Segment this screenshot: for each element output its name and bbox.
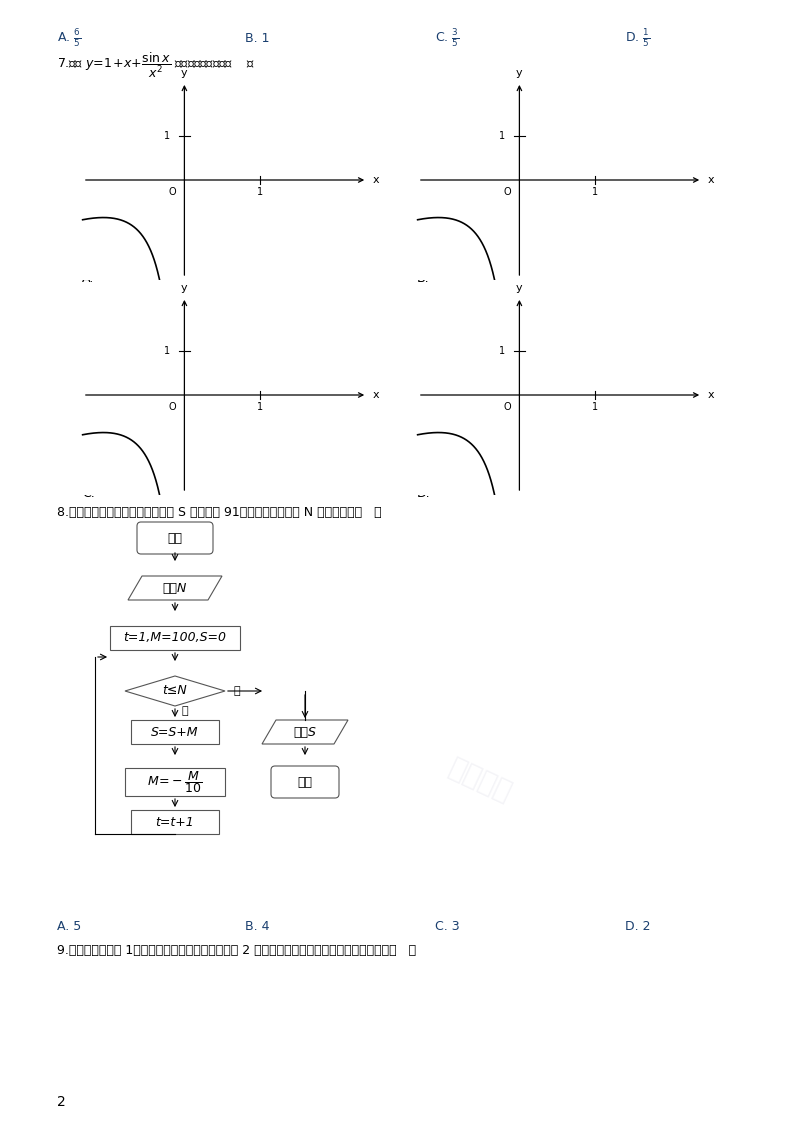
Text: y: y — [516, 283, 522, 293]
Text: 9.已知圆柱的高为 1，它的两个底面的圆周在直径为 2 的同一个球的球面上，则该圆柱的体积为（   ）: 9.已知圆柱的高为 1，它的两个底面的圆周在直径为 2 的同一个球的球面上，则该… — [57, 943, 416, 957]
Text: O: O — [504, 188, 511, 197]
Text: 超然文库: 超然文库 — [274, 223, 346, 276]
Text: 结束: 结束 — [298, 776, 313, 788]
Text: 7.函数 $y\!=\!1\!+\!x\!+\!\dfrac{\sin x}{x^2}$ 的部分图象大致为（    ）: 7.函数 $y\!=\!1\!+\!x\!+\!\dfrac{\sin x}{x… — [57, 51, 255, 80]
Bar — [131, 720, 219, 745]
Text: C. $\frac{3}{5}$: C. $\frac{3}{5}$ — [435, 27, 459, 49]
Text: D. $\frac{1}{5}$: D. $\frac{1}{5}$ — [625, 27, 650, 49]
Text: D.: D. — [417, 487, 430, 500]
Text: $M\!=\!-\dfrac{M}{10}$: $M\!=\!-\dfrac{M}{10}$ — [148, 769, 202, 795]
Bar — [131, 810, 219, 834]
Text: 1: 1 — [256, 188, 263, 197]
Text: A. 5: A. 5 — [57, 921, 81, 933]
Text: S=S+M: S=S+M — [151, 725, 198, 739]
Polygon shape — [262, 720, 348, 745]
Text: 输出S: 输出S — [294, 725, 317, 739]
Text: C.: C. — [82, 487, 94, 500]
Text: 1: 1 — [499, 346, 505, 356]
Text: x: x — [708, 175, 715, 185]
Bar — [125, 768, 225, 796]
Text: 1: 1 — [164, 131, 170, 141]
Text: x: x — [373, 175, 380, 185]
Text: C. 3: C. 3 — [435, 921, 460, 933]
Text: 1: 1 — [499, 131, 505, 141]
Text: O: O — [169, 188, 176, 197]
Text: y: y — [181, 283, 187, 293]
Text: 1: 1 — [164, 346, 170, 356]
Text: 超然文库: 超然文库 — [444, 754, 516, 806]
Text: 1: 1 — [592, 188, 598, 197]
Polygon shape — [125, 676, 225, 706]
Text: B. 4: B. 4 — [245, 921, 269, 933]
Polygon shape — [128, 576, 222, 600]
Text: y: y — [181, 69, 187, 77]
Text: B. 1: B. 1 — [245, 31, 269, 45]
Text: t=1,M=100,S=0: t=1,M=100,S=0 — [124, 631, 226, 645]
Text: B.: B. — [417, 272, 430, 285]
Text: 8.执行如图的程序框图，为使输出 S 的值小于 91，则输入的正整数 N 的最小值为（   ）: 8.执行如图的程序框图，为使输出 S 的值小于 91，则输入的正整数 N 的最小… — [57, 506, 382, 520]
Text: y: y — [516, 69, 522, 77]
Text: 1: 1 — [256, 402, 263, 412]
Text: 2: 2 — [57, 1095, 66, 1110]
Text: 是: 是 — [182, 706, 189, 716]
Text: 1: 1 — [592, 402, 598, 412]
Text: x: x — [373, 390, 380, 400]
Text: D. 2: D. 2 — [625, 921, 650, 933]
Text: O: O — [504, 402, 511, 412]
Text: x: x — [708, 390, 715, 400]
Text: A.: A. — [82, 272, 94, 285]
Bar — [110, 626, 240, 650]
FancyBboxPatch shape — [137, 522, 213, 554]
FancyBboxPatch shape — [271, 766, 339, 798]
Text: t=t+1: t=t+1 — [156, 815, 195, 829]
Text: t≤N: t≤N — [163, 685, 187, 697]
Text: A. $\frac{6}{5}$: A. $\frac{6}{5}$ — [57, 27, 81, 49]
Text: 开始: 开始 — [168, 531, 183, 545]
Text: O: O — [169, 402, 176, 412]
Text: 输入N: 输入N — [163, 582, 187, 594]
Text: 否: 否 — [233, 686, 240, 696]
